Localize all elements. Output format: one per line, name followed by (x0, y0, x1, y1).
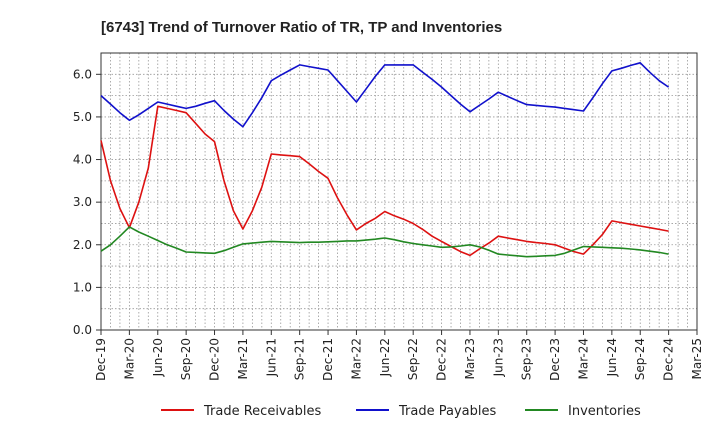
series-line (100, 61, 670, 128)
x-tick-label: Dec-21 (321, 338, 335, 381)
legend-label: Inventories (568, 404, 641, 419)
x-tick-label: Sep-21 (293, 338, 307, 380)
x-tick-label: Dec-20 (208, 338, 222, 381)
x-tick-label: Sep-22 (406, 338, 420, 380)
y-tick-label: 1.0 (73, 280, 92, 294)
y-tick-label: 3.0 (73, 195, 92, 209)
legend-label: Trade Receivables (203, 404, 321, 419)
legend-label: Trade Payables (398, 404, 496, 419)
grid (101, 53, 697, 330)
x-tick-label: Dec-19 (94, 338, 108, 381)
y-tick-label: 0.0 (73, 323, 92, 337)
x-tick-label: Dec-22 (435, 338, 449, 381)
x-tick-label: Mar-23 (463, 338, 477, 379)
x-tick-label: Jun-24 (605, 338, 619, 377)
x-tick-label: Mar-20 (122, 338, 136, 379)
x-tick-label: Mar-25 (690, 338, 704, 379)
y-tick-label: 6.0 (73, 67, 92, 81)
y-tick-label: 2.0 (73, 238, 92, 252)
legend: Trade Receivables Trade Payables Inventori… (161, 404, 641, 419)
x-tick-label: Jun-21 (264, 338, 278, 377)
x-tick-label: Sep-20 (179, 338, 193, 380)
chart-title: [6743] Trend of Turnover Ratio of TR, TP… (101, 19, 502, 36)
x-tick-label: Sep-24 (633, 338, 647, 380)
x-tick-label: Dec-24 (662, 338, 676, 381)
y-tick-label: 4.0 (73, 153, 92, 167)
x-tick-label: Jun-23 (491, 338, 505, 377)
x-tick-label: Sep-23 (520, 338, 534, 380)
x-tick-label: Jun-22 (378, 338, 392, 377)
x-tick-label: Jun-20 (151, 338, 165, 377)
x-tick-label: Dec-23 (548, 338, 562, 381)
y-tick-label: 5.0 (73, 110, 92, 124)
plot-area (101, 53, 697, 330)
series-line (100, 105, 669, 257)
x-tick-label: Mar-22 (349, 338, 363, 379)
x-tick-label: Mar-24 (576, 338, 590, 379)
series-line (100, 226, 669, 258)
axes: 0.0 1.0 2.0 3.0 4.0 5.0 6.0 Dec-19 Mar-20 Jun-20 S… (73, 52, 704, 381)
x-tick-label: Mar-21 (236, 338, 250, 379)
series-lines (100, 61, 670, 258)
plot-frame (100, 52, 698, 331)
